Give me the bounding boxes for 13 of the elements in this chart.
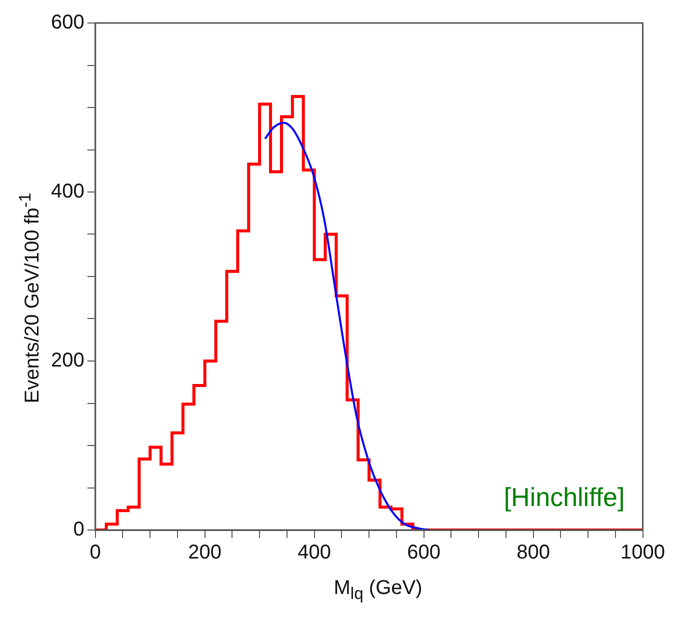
y-tick-label: 400 xyxy=(50,180,84,203)
y-tick-label: 0 xyxy=(73,518,84,541)
x-tick-label: 400 xyxy=(298,542,332,564)
line-series xyxy=(264,122,430,530)
y-tick-label: 600 xyxy=(50,12,84,34)
x-tick-label: 0 xyxy=(90,542,101,564)
x-tick-label: 800 xyxy=(516,542,550,564)
y-tick-label: 200 xyxy=(50,350,84,372)
x-tick-label: 600 xyxy=(407,542,440,564)
x-tick-label: 200 xyxy=(188,542,222,564)
x-axis-title: M$_{lq}$ (GeV) xyxy=(332,577,424,604)
annotation: [Hinchliffe] xyxy=(504,482,625,512)
x-tick-label: 1000 xyxy=(620,542,666,564)
